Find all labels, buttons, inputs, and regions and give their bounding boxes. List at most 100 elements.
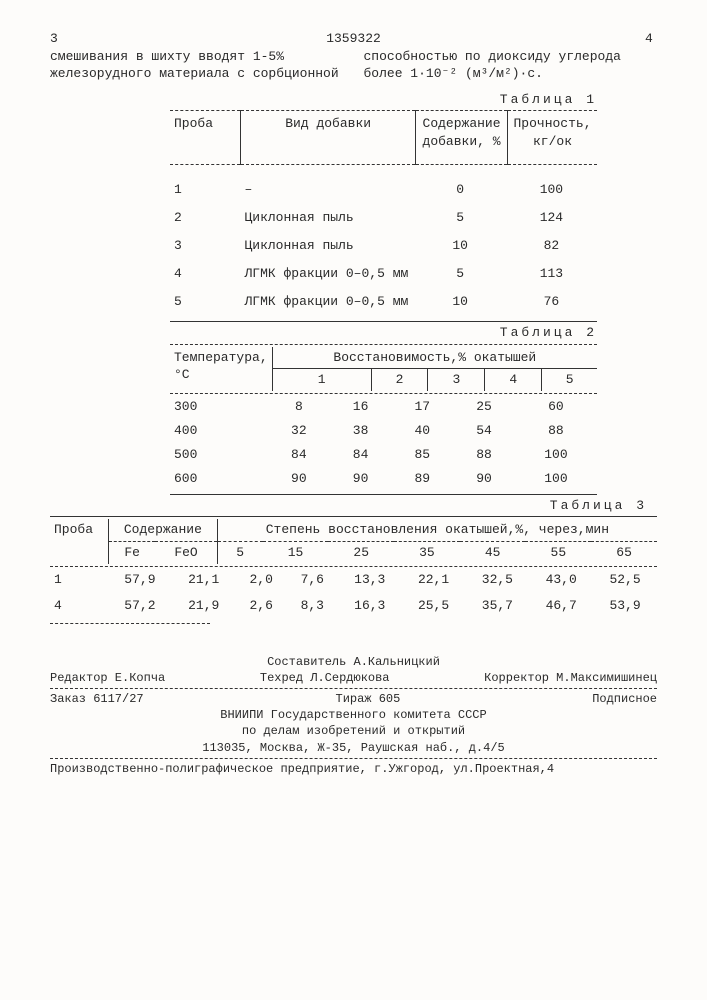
table2: Температура, °С Восстановимость,% окатыш… bbox=[170, 344, 597, 495]
footer-org1: ВНИИПИ Государственного комитета СССР bbox=[50, 707, 657, 723]
table-cell: ЛГМК фракции 0–0,5 мм bbox=[240, 291, 414, 319]
t3-h-step: Степень восстановления окатышей,%, через… bbox=[217, 519, 657, 541]
table-cell: 5 bbox=[415, 263, 506, 291]
table-row: 157,921,12,07,613,322,132,543,052,5 bbox=[50, 569, 657, 595]
table1-caption: Таблица 1 bbox=[50, 91, 597, 109]
table-cell: 7,6 bbox=[287, 569, 338, 595]
table-cell: 25,5 bbox=[402, 595, 466, 621]
t1-h-vid: Вид добавки bbox=[241, 111, 416, 165]
table-cell: 32 bbox=[268, 420, 330, 444]
table-cell: 84 bbox=[268, 444, 330, 468]
table-cell: 32,5 bbox=[465, 569, 529, 595]
table-cell: 85 bbox=[391, 444, 453, 468]
table-cell: 40 bbox=[391, 420, 453, 444]
table-cell: 35,7 bbox=[465, 595, 529, 621]
intro-left-col: смешивания в шихту вводят 1-5% железоруд… bbox=[50, 48, 344, 83]
table-cell: 84 bbox=[330, 444, 392, 468]
t1-h-proch: Прочность, кг/ок bbox=[508, 111, 597, 165]
table-cell: 5 bbox=[217, 542, 262, 564]
t3-subheader-row: FeFeO5152535455565 bbox=[50, 542, 657, 564]
footer-subscr: Подписное bbox=[592, 691, 657, 707]
table3-caption: Таблица 3 bbox=[50, 497, 647, 515]
table-cell: 1 bbox=[50, 569, 108, 595]
table-cell: 55 bbox=[525, 542, 591, 564]
table-cell: 100 bbox=[506, 179, 597, 207]
table-cell: 52,5 bbox=[593, 569, 657, 595]
table-cell: 400 bbox=[170, 420, 268, 444]
table-cell: 5 bbox=[542, 369, 597, 391]
t2-h-temp: Температура, °С bbox=[170, 347, 272, 391]
table-cell: 13,3 bbox=[338, 569, 402, 595]
footer-print: Производственно-полиграфическое предприя… bbox=[50, 761, 657, 777]
table2-caption: Таблица 2 bbox=[50, 324, 597, 342]
table-cell: 25 bbox=[453, 396, 515, 420]
table-cell: Циклонная пыль bbox=[240, 207, 414, 235]
table-cell: 90 bbox=[330, 468, 392, 492]
table-cell: 4 bbox=[485, 369, 542, 391]
table-cell: – bbox=[240, 179, 414, 207]
table-row: 1–0100 bbox=[170, 179, 597, 207]
table-cell: 8,3 bbox=[287, 595, 338, 621]
table-cell: 17 bbox=[391, 396, 453, 420]
table-cell: 82 bbox=[506, 235, 597, 263]
table-row: 3Циклонная пыль1082 bbox=[170, 235, 597, 263]
footer-order: Заказ 6117/27 bbox=[50, 691, 144, 707]
table-cell: 300 bbox=[170, 396, 268, 420]
table-cell: 88 bbox=[453, 444, 515, 468]
table-cell: 45 bbox=[460, 542, 526, 564]
footer-corrector: Корректор М.Максимишинец bbox=[484, 670, 657, 686]
table-cell: 3 bbox=[428, 369, 485, 391]
table-row: 50084848588100 bbox=[170, 444, 597, 468]
table-cell: 113 bbox=[506, 263, 597, 291]
table-cell: 10 bbox=[415, 235, 506, 263]
table-cell: 8 bbox=[268, 396, 330, 420]
table-row: 2Циклонная пыль5124 bbox=[170, 207, 597, 235]
table1: Проба Вид добавки Содержание добавки, % … bbox=[170, 110, 597, 322]
table-cell: 0 bbox=[415, 179, 506, 207]
table-cell: 2 bbox=[170, 207, 240, 235]
table-cell: 16 bbox=[330, 396, 392, 420]
table-cell: 57,9 bbox=[108, 569, 172, 595]
t3-h-proba: Проба bbox=[50, 519, 109, 563]
table-cell: 89 bbox=[391, 468, 453, 492]
table-cell: 43,0 bbox=[529, 569, 593, 595]
footer: Составитель А.Кальницкий Редактор Е.Копч… bbox=[50, 654, 657, 777]
table-cell: 60 bbox=[515, 396, 597, 420]
t1-h-proba: Проба bbox=[170, 111, 241, 165]
table-cell: 25 bbox=[328, 542, 394, 564]
footer-org2: по делам изобретений и открытий bbox=[50, 723, 657, 739]
table-row: 60090908990100 bbox=[170, 468, 597, 492]
table-cell: 1 bbox=[170, 179, 240, 207]
intro-text: смешивания в шихту вводят 1-5% железоруд… bbox=[50, 48, 657, 83]
table-cell: 15 bbox=[263, 542, 329, 564]
table-cell: FeO bbox=[155, 542, 217, 564]
table-cell: Циклонная пыль bbox=[240, 235, 414, 263]
table-cell: 88 bbox=[515, 420, 597, 444]
table-row: 457,221,92,68,316,325,535,746,753,9 bbox=[50, 595, 657, 621]
table-cell: 4 bbox=[50, 595, 108, 621]
table-cell: 5 bbox=[170, 291, 240, 319]
table-cell: 35 bbox=[394, 542, 460, 564]
table-cell: 21,1 bbox=[172, 569, 236, 595]
table-cell: 76 bbox=[506, 291, 597, 319]
table-cell: 38 bbox=[330, 420, 392, 444]
t2-header-row: Температура, °С Восстановимость,% окатыш… bbox=[170, 347, 597, 369]
table-cell: 46,7 bbox=[529, 595, 593, 621]
table-cell: 3 bbox=[170, 235, 240, 263]
table-cell: 90 bbox=[268, 468, 330, 492]
t1-h-sod: Содержание добавки, % bbox=[416, 111, 508, 165]
table-cell: 54 bbox=[453, 420, 515, 444]
intro-right-col: способностью по диоксиду углерода более … bbox=[364, 48, 658, 83]
table-cell: 2,0 bbox=[236, 569, 287, 595]
table-cell: 53,9 bbox=[593, 595, 657, 621]
table-row: 5ЛГМК фракции 0–0,5 мм1076 bbox=[170, 291, 597, 319]
table-cell: 90 bbox=[453, 468, 515, 492]
t3-h-sod: Содержание bbox=[109, 519, 218, 541]
table-cell: 2 bbox=[371, 369, 428, 391]
table-cell: ЛГМК фракции 0–0,5 мм bbox=[240, 263, 414, 291]
table1-header-row: Проба Вид добавки Содержание добавки, % … bbox=[170, 111, 597, 165]
footer-tech: Техред Л.Сердюкова bbox=[260, 670, 390, 686]
t2-h-vost: Восстановимость,% окатышей bbox=[272, 347, 597, 369]
page-header: 3 1359322 4 bbox=[50, 30, 657, 48]
table-row: 4003238405488 bbox=[170, 420, 597, 444]
